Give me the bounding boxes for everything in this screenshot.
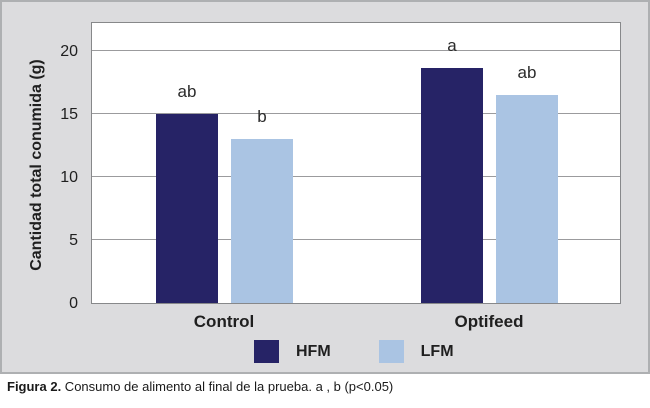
x-label-control: Control	[193, 312, 255, 331]
y-axis-title: Cantidad total conumida (g)	[28, 59, 45, 271]
figure-panel: Cantidad total conumida (g) ab b a ab 0 5 10 1…	[0, 0, 650, 374]
sig-label-hfm-optifeed: a	[447, 36, 457, 55]
figure-caption-text: Consumo de alimento al final de la prueb…	[61, 379, 394, 394]
legend-swatch-hfm	[254, 340, 279, 363]
gridline-20	[92, 50, 620, 51]
bar-lfm-control	[231, 139, 293, 303]
sig-label-hfm-control: ab	[177, 82, 197, 101]
sig-label-lfm-control: b	[257, 107, 267, 126]
bar-hfm-optifeed	[421, 68, 483, 303]
legend-swatch-lfm	[378, 340, 404, 363]
legend-item-hfm: HFM	[254, 340, 379, 363]
chart-legend: HFM LFM	[254, 339, 454, 364]
x-label-optifeed: Optifeed	[454, 312, 524, 331]
gridline-5	[92, 239, 620, 240]
legend-label-lfm: LFM	[420, 342, 454, 360]
figure-caption-number: Figura 2.	[7, 379, 62, 394]
plot-area: ab b a ab	[91, 22, 621, 304]
y-tick-label-5: 5	[69, 232, 78, 249]
legend-label-hfm: HFM	[296, 342, 331, 360]
gridline-15	[92, 113, 620, 114]
bar-lfm-optifeed	[496, 95, 558, 303]
legend-item-lfm: LFM	[378, 340, 454, 363]
figure-caption: Figura 2. Consumo de alimento al final d…	[7, 379, 647, 394]
gridline-10	[92, 176, 620, 177]
y-tick-label-15: 15	[60, 106, 78, 123]
bar-hfm-control	[156, 114, 218, 303]
y-tick-label-10: 10	[60, 169, 78, 186]
y-tick-label-20: 20	[60, 43, 78, 60]
y-tick-label-0: 0	[69, 295, 78, 312]
sig-label-lfm-optifeed: ab	[517, 63, 537, 82]
